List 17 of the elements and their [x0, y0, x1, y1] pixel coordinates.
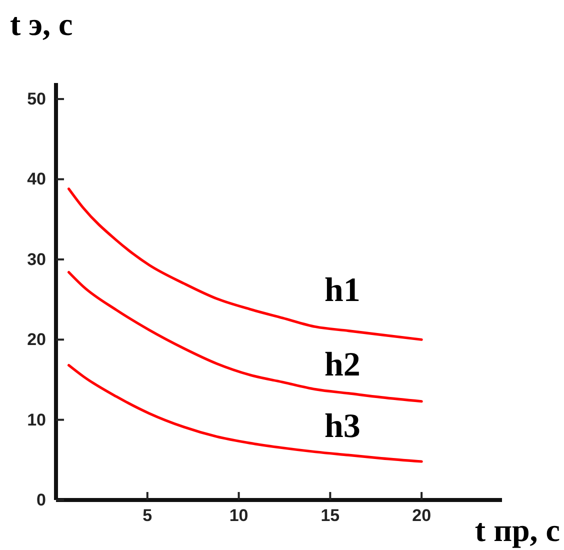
y-tick-label: 10 — [27, 410, 46, 430]
y-axis-title: t э, с — [10, 6, 73, 42]
y-tick-label: 30 — [27, 250, 46, 269]
x-tick-label: 20 — [412, 506, 432, 526]
y-tick-label: 50 — [27, 90, 46, 109]
y-tick-label: 40 — [27, 170, 46, 189]
series-label: h3 — [324, 408, 360, 446]
series-label: h2 — [324, 346, 360, 384]
x-tick-label: 5 — [142, 506, 152, 526]
x-tick-label: 15 — [320, 506, 340, 526]
x-axis-title: t пр, с — [474, 512, 560, 548]
series-label: h1 — [324, 272, 360, 309]
line-series — [67, 270, 423, 403]
y-tick-label: 0 — [36, 490, 46, 510]
line-series — [67, 188, 423, 341]
x-tick-label: 10 — [229, 506, 248, 526]
y-tick-label: 20 — [27, 330, 46, 350]
